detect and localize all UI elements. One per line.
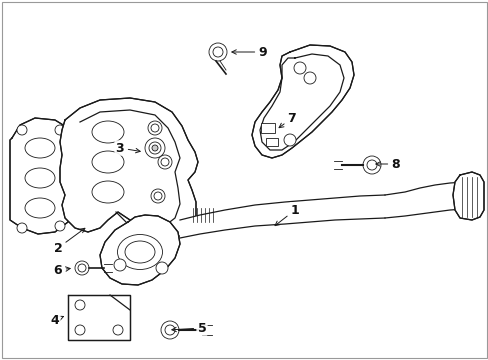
Circle shape xyxy=(304,72,315,84)
Circle shape xyxy=(148,121,162,135)
Text: 7: 7 xyxy=(279,112,296,128)
Ellipse shape xyxy=(25,138,55,158)
Circle shape xyxy=(152,145,158,151)
Circle shape xyxy=(75,300,85,310)
Circle shape xyxy=(113,325,123,335)
Circle shape xyxy=(164,325,175,335)
Circle shape xyxy=(75,261,89,275)
Ellipse shape xyxy=(92,181,124,203)
Circle shape xyxy=(114,259,126,271)
Bar xyxy=(261,123,274,133)
Circle shape xyxy=(55,125,65,135)
Bar xyxy=(265,138,278,146)
Text: 9: 9 xyxy=(231,45,267,59)
Circle shape xyxy=(138,218,152,232)
Circle shape xyxy=(78,264,86,272)
Circle shape xyxy=(17,125,27,135)
Polygon shape xyxy=(100,215,180,285)
Polygon shape xyxy=(60,98,198,240)
Circle shape xyxy=(75,325,85,335)
Circle shape xyxy=(158,155,172,169)
Text: 3: 3 xyxy=(116,141,140,154)
Circle shape xyxy=(145,138,164,158)
Circle shape xyxy=(284,134,295,146)
Circle shape xyxy=(17,223,27,233)
Ellipse shape xyxy=(25,168,55,188)
Circle shape xyxy=(141,221,149,229)
Circle shape xyxy=(55,221,65,231)
Polygon shape xyxy=(452,172,483,220)
Text: 2: 2 xyxy=(54,228,85,255)
Ellipse shape xyxy=(117,234,162,270)
Ellipse shape xyxy=(125,241,155,263)
Circle shape xyxy=(156,262,168,274)
Polygon shape xyxy=(10,118,75,234)
Circle shape xyxy=(154,192,162,200)
Ellipse shape xyxy=(92,151,124,173)
Circle shape xyxy=(161,158,169,166)
Polygon shape xyxy=(251,45,353,158)
Ellipse shape xyxy=(25,198,55,218)
Circle shape xyxy=(149,142,161,154)
Circle shape xyxy=(161,321,179,339)
Text: 6: 6 xyxy=(54,264,70,276)
Circle shape xyxy=(151,189,164,203)
Circle shape xyxy=(213,47,223,57)
Text: 1: 1 xyxy=(274,203,299,226)
Circle shape xyxy=(366,160,376,170)
Text: 4: 4 xyxy=(51,314,63,327)
Circle shape xyxy=(293,62,305,74)
Circle shape xyxy=(208,43,226,61)
Circle shape xyxy=(151,124,159,132)
Text: 8: 8 xyxy=(375,158,400,171)
Polygon shape xyxy=(68,295,130,340)
Text: 5: 5 xyxy=(171,321,206,334)
Ellipse shape xyxy=(92,121,124,143)
Circle shape xyxy=(362,156,380,174)
